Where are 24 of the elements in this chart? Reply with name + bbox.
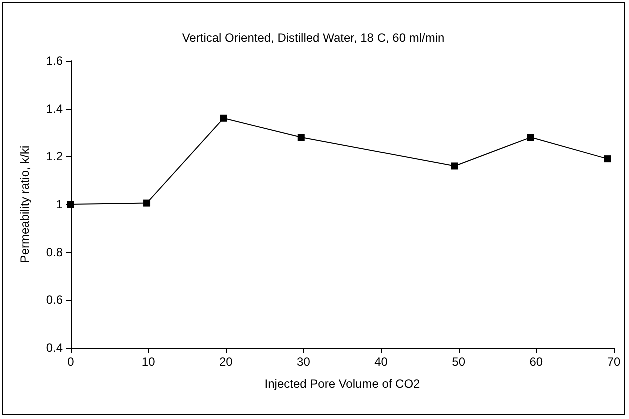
y-tick-label: 1.4 — [46, 102, 64, 116]
x-tick-label: 60 — [530, 355, 544, 369]
chart-title: Vertical Oriented, Distilled Water, 18 C, 60 ml/min — [182, 31, 445, 45]
point — [528, 134, 534, 142]
y-axis-title: Permeability ratio, k/ki — [18, 146, 32, 264]
y-tick-label: 1.6 — [46, 54, 64, 68]
x-axis-title: Injected Pore Volume of CO2 — [264, 377, 421, 391]
y-tick-label: 1 — [56, 198, 64, 212]
point — [451, 162, 458, 170]
x-tick-label: 70 — [607, 355, 621, 369]
point — [144, 200, 151, 207]
y-tick-label: 0.8 — [46, 245, 64, 260]
x-tick-label: 40 — [374, 355, 388, 369]
x-tick-label: 30 — [297, 355, 311, 369]
x-tick-label: 20 — [219, 355, 234, 369]
y-tick-label: 1.2 — [46, 150, 64, 164]
x-tick-label: 50 — [452, 355, 466, 369]
x-tick-label: 10 — [142, 355, 156, 369]
point — [604, 156, 612, 163]
x-tick-label: 0 — [68, 355, 75, 369]
y-tick-label: 0.4 — [46, 341, 64, 355]
point — [298, 134, 305, 142]
y-tick-label: 0.6 — [46, 293, 64, 308]
point — [220, 114, 228, 122]
